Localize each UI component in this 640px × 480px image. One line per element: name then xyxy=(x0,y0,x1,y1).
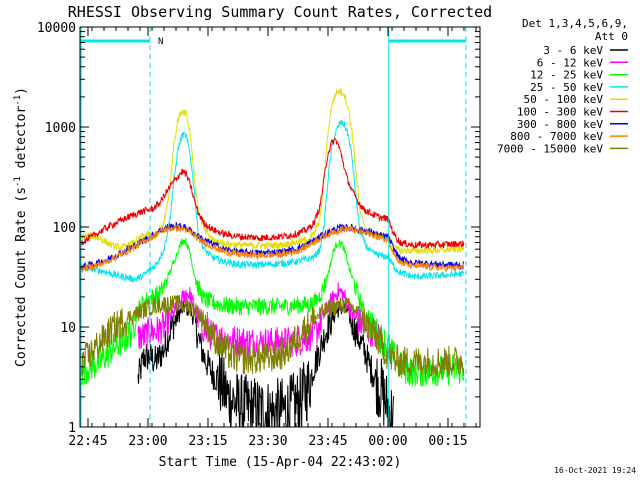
x-tick-label: 23:30 xyxy=(248,434,287,449)
x-tick-label: 23:00 xyxy=(128,434,167,449)
legend-label-6: 300 - 800 keV xyxy=(517,118,603,131)
legend-label-3: 25 - 50 keV xyxy=(530,81,603,94)
x-tick-label: 00:15 xyxy=(428,434,467,449)
generation-timestamp: 16-Oct-2021 19:24 xyxy=(554,466,636,475)
legend-label-0: 3 - 6 keV xyxy=(543,44,603,57)
y-tick-label: 10 xyxy=(60,321,76,336)
series-line-0 xyxy=(137,298,395,427)
legend-attenuator-line: Att 0 xyxy=(595,30,628,43)
y-tick-label: 1 xyxy=(68,421,76,436)
y-tick-label: 1000 xyxy=(45,121,76,136)
x-tick-label: 23:15 xyxy=(188,434,227,449)
legend-label-2: 12 - 25 keV xyxy=(530,69,603,82)
clipped-series xyxy=(80,88,465,427)
legend-label-1: 6 - 12 keV xyxy=(537,56,604,69)
legend-label-8: 7000 - 15000 keV xyxy=(497,142,603,155)
series-line-5 xyxy=(80,136,465,250)
y-axis-label: Corrected Count Rate (s-1 detector-1) xyxy=(13,87,29,367)
legend-label-7: 800 - 7000 keV xyxy=(510,130,603,143)
y-tick-label: 100 xyxy=(53,221,76,236)
x-axis-label: Start Time (15-Apr-04 22:43:02) xyxy=(159,455,402,470)
legend-detector-line: Det 1,3,4,5,6,9, xyxy=(522,17,628,30)
x-tick-label: 23:45 xyxy=(308,434,347,449)
legend-label-4: 50 - 100 keV xyxy=(524,93,604,106)
series-line-7 xyxy=(80,223,465,274)
x-tick-label: 22:45 xyxy=(68,434,107,449)
axes: 1 10 100 1000 10000 22:45 23:00 23:15 23:30 23:45… xyxy=(37,21,480,449)
night-label: N xyxy=(158,37,163,47)
x-tick-label: 00:00 xyxy=(368,434,407,449)
series-line-3 xyxy=(80,119,465,283)
y-tick-label: 10000 xyxy=(37,21,76,36)
legend-label-5: 100 - 300 keV xyxy=(517,106,603,119)
series-line-8 xyxy=(80,295,465,378)
chart-title: RHESSI Observing Summary Count Rates, Co… xyxy=(68,3,492,21)
